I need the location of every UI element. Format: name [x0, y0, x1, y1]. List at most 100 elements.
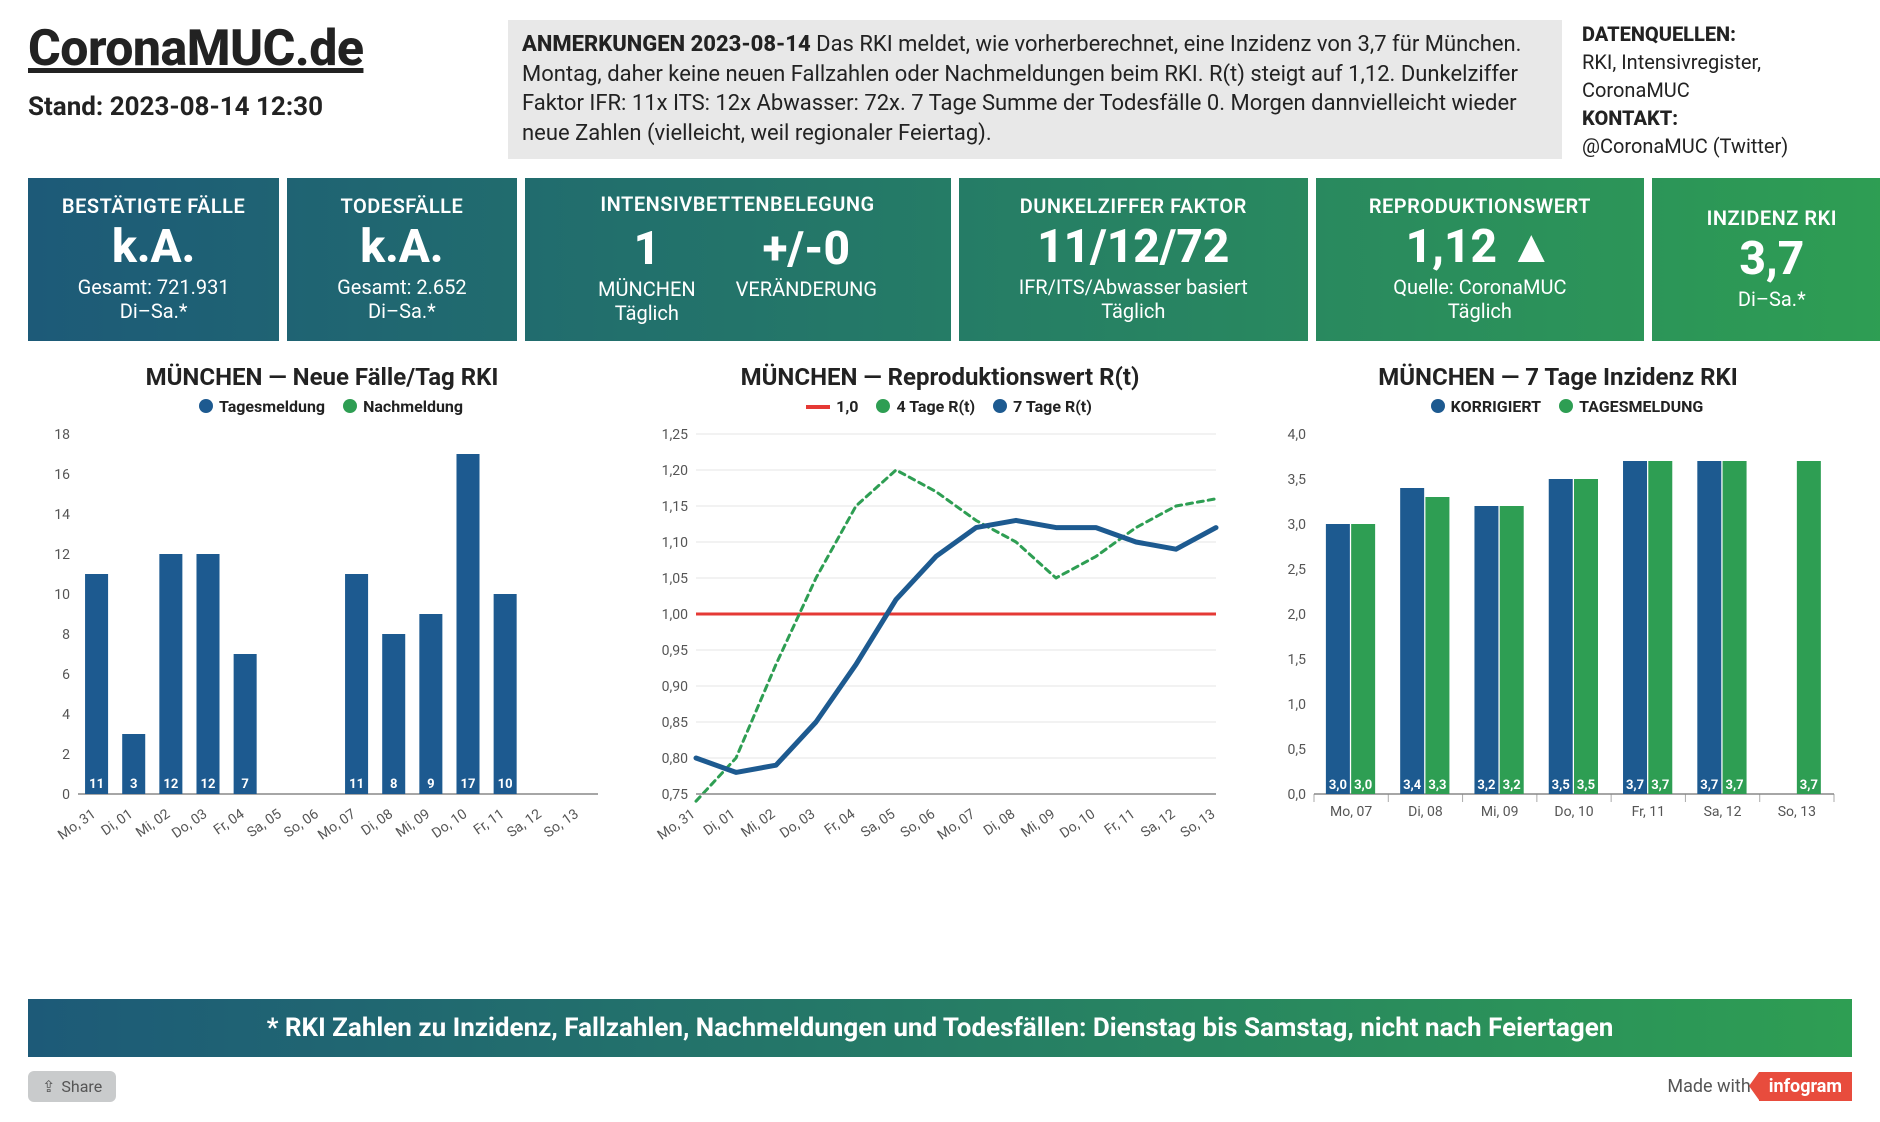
svg-text:11: 11	[89, 777, 104, 792]
tile-sub: Täglich	[1326, 299, 1634, 323]
contact-text: @CoronaMUC (Twitter)	[1582, 132, 1852, 160]
svg-text:Di, 08: Di, 08	[359, 806, 397, 839]
share-button[interactable]: ⇪ Share	[28, 1071, 116, 1102]
tile-label: DUNKELZIFFER FAKTOR	[969, 194, 1299, 218]
tile-sub: Täglich	[615, 301, 679, 325]
tile-value: k.A.	[297, 222, 506, 273]
svg-text:So, 13: So, 13	[1178, 806, 1219, 841]
remarks-box: ANMERKUNGEN 2023-08-14 Das RKI meldet, w…	[508, 20, 1562, 159]
tile-sub: IFR/ITS/Abwasser basiert	[969, 275, 1299, 299]
svg-text:Sa, 05: Sa, 05	[858, 806, 898, 841]
svg-text:10: 10	[54, 587, 70, 603]
svg-text:Mo, 31: Mo, 31	[55, 806, 99, 843]
svg-text:0,75: 0,75	[662, 787, 688, 803]
footnote-bar: * RKI Zahlen zu Inzidenz, Fallzahlen, Na…	[28, 999, 1852, 1057]
svg-text:Fr, 04: Fr, 04	[211, 806, 248, 838]
summary-tiles: BESTÄTIGTE FÄLLE k.A. Gesamt: 721.931 Di…	[28, 178, 1852, 341]
legend-swatch	[993, 399, 1007, 413]
tile-value: 11/12/72	[969, 222, 1299, 273]
svg-text:3: 3	[130, 777, 137, 792]
chart-reproduction: MÜNCHEN — Reproduktionswert R(t) 1,04 Ta…	[646, 363, 1234, 981]
bottom-bar: ⇪ Share Made with infogram	[28, 1071, 1852, 1102]
svg-text:Do, 10: Do, 10	[1554, 804, 1593, 820]
chart-title: MÜNCHEN — Reproduktionswert R(t)	[646, 363, 1234, 391]
legend-label: Nachmeldung	[363, 397, 463, 416]
svg-text:2,5: 2,5	[1288, 562, 1307, 578]
svg-text:Sa, 12: Sa, 12	[1704, 804, 1742, 820]
svg-text:Di, 01: Di, 01	[701, 806, 738, 839]
svg-text:So, 13: So, 13	[541, 806, 582, 841]
svg-text:2: 2	[62, 747, 70, 763]
svg-text:3,2: 3,2	[1503, 778, 1521, 793]
share-icon: ⇪	[42, 1077, 55, 1096]
svg-text:So, 13: So, 13	[1778, 804, 1816, 820]
svg-text:4,0: 4,0	[1288, 427, 1307, 443]
svg-text:0,0: 0,0	[1288, 787, 1307, 803]
svg-text:Sa, 12: Sa, 12	[1138, 806, 1178, 841]
svg-text:12: 12	[54, 547, 70, 563]
svg-text:3,5: 3,5	[1288, 472, 1307, 488]
svg-text:17: 17	[461, 777, 476, 792]
tile-sub: MÜNCHEN	[598, 277, 696, 301]
svg-text:4: 4	[62, 707, 70, 723]
svg-text:3,7: 3,7	[1700, 778, 1718, 793]
tile-label: INTENSIVBETTENBELEGUNG	[535, 192, 941, 216]
tile-value: +/-0	[763, 224, 850, 275]
svg-text:8: 8	[62, 627, 70, 643]
svg-text:0,85: 0,85	[662, 715, 688, 731]
remarks-title: ANMERKUNGEN 2023-08-14	[522, 32, 811, 57]
svg-text:Do, 10: Do, 10	[429, 806, 470, 842]
svg-text:1,00: 1,00	[662, 607, 688, 623]
chart-title: MÜNCHEN — Neue Fälle/Tag RKI	[28, 363, 616, 391]
chart-title: MÜNCHEN — 7 Tage Inzidenz RKI	[1264, 363, 1852, 391]
legend-swatch	[343, 399, 357, 413]
svg-text:1,15: 1,15	[662, 499, 688, 515]
svg-text:12: 12	[163, 777, 178, 792]
svg-text:Mo, 07: Mo, 07	[935, 806, 979, 843]
tile-value: 1	[634, 224, 661, 275]
svg-text:1,05: 1,05	[662, 571, 688, 587]
svg-text:0: 0	[62, 787, 70, 803]
svg-text:9: 9	[427, 777, 434, 792]
legend-swatch	[1431, 399, 1445, 413]
svg-text:3,7: 3,7	[1726, 778, 1744, 793]
svg-text:3,0: 3,0	[1288, 517, 1307, 533]
legend-swatch	[1559, 399, 1573, 413]
contact-label: KONTAKT:	[1582, 104, 1852, 132]
site-title[interactable]: CoronaMUC.de	[28, 20, 488, 78]
made-with: Made with infogram	[1667, 1072, 1852, 1101]
legend-label: KORRIGIERT	[1451, 397, 1541, 416]
svg-text:3,2: 3,2	[1477, 778, 1495, 793]
infogram-logo[interactable]: infogram	[1759, 1072, 1852, 1101]
svg-text:1,10: 1,10	[662, 535, 688, 551]
chart-legend: 1,04 Tage R(t)7 Tage R(t)	[646, 397, 1234, 416]
svg-text:Mi, 09: Mi, 09	[1018, 806, 1058, 841]
svg-text:1,5: 1,5	[1288, 652, 1307, 668]
legend-swatch	[876, 399, 890, 413]
svg-text:Mo, 07: Mo, 07	[315, 806, 359, 843]
legend-label: Tagesmeldung	[219, 397, 325, 416]
svg-text:3,4: 3,4	[1403, 778, 1422, 793]
tile-sub: Di–Sa.*	[297, 299, 506, 323]
svg-text:So, 06: So, 06	[898, 806, 939, 841]
svg-text:6: 6	[62, 667, 70, 683]
tile-label: TODESFÄLLE	[297, 194, 506, 218]
svg-text:Di, 08: Di, 08	[981, 806, 1019, 839]
tile-sub: Gesamt: 2.652	[297, 275, 506, 299]
tile-sub: Quelle: CoronaMUC	[1326, 275, 1634, 299]
svg-text:Mo, 31: Mo, 31	[655, 806, 699, 843]
svg-text:0,80: 0,80	[662, 751, 688, 767]
svg-text:11: 11	[349, 777, 364, 792]
summary-tile: BESTÄTIGTE FÄLLE k.A. Gesamt: 721.931 Di…	[28, 178, 279, 341]
svg-text:Mi, 09: Mi, 09	[1481, 804, 1519, 820]
svg-text:3,5: 3,5	[1552, 778, 1570, 793]
svg-text:Fr, 04: Fr, 04	[822, 806, 859, 838]
svg-text:0,95: 0,95	[662, 643, 688, 659]
svg-text:Di, 08: Di, 08	[1408, 804, 1443, 820]
sources-text: RKI, Intensivregister, CoronaMUC	[1582, 48, 1852, 104]
summary-tile: DUNKELZIFFER FAKTOR 11/12/72 IFR/ITS/Abw…	[959, 178, 1309, 341]
sources-box: DATENQUELLEN: RKI, Intensivregister, Cor…	[1582, 20, 1852, 160]
chart-svg: 0,00,51,01,52,02,53,03,54,03,03,0Mo, 073…	[1264, 424, 1844, 864]
tile-sub: Täglich	[969, 299, 1299, 323]
svg-text:3,7: 3,7	[1651, 778, 1669, 793]
